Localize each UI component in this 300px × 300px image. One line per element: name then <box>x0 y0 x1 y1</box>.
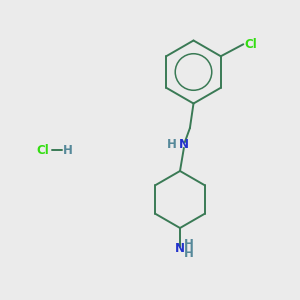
Text: Cl: Cl <box>36 143 49 157</box>
Text: N: N <box>175 242 185 256</box>
Text: H: H <box>184 238 193 251</box>
Text: N: N <box>179 138 189 151</box>
Text: Cl: Cl <box>244 38 257 51</box>
Text: H: H <box>167 138 176 151</box>
Text: H: H <box>63 143 73 157</box>
Text: H: H <box>184 247 193 260</box>
